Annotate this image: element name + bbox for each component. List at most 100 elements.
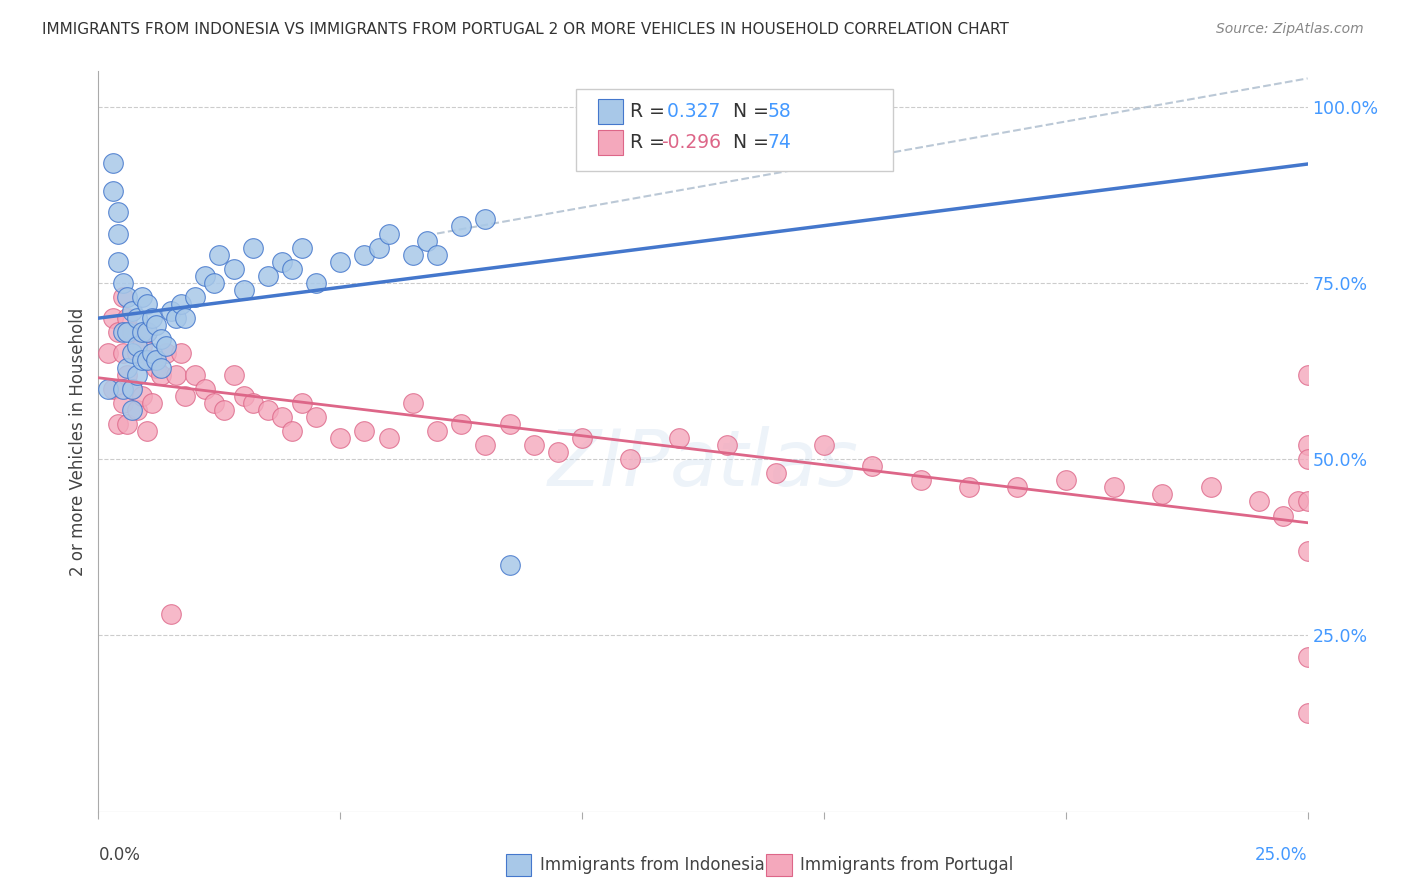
Point: [131, 325, 153, 339]
Point: [222, 368, 245, 382]
Point: [281, 261, 304, 276]
Text: Source: ZipAtlas.com: Source: ZipAtlas.com: [1216, 22, 1364, 37]
Point: [290, 241, 312, 255]
Point: [619, 452, 641, 467]
Point: [150, 332, 173, 346]
Point: [135, 353, 157, 368]
Point: [242, 241, 264, 255]
Point: [547, 445, 569, 459]
Text: R =: R =: [630, 102, 671, 121]
Point: [107, 205, 129, 219]
Point: [145, 360, 167, 375]
Point: [1286, 494, 1309, 508]
Point: [1296, 438, 1319, 452]
Text: Immigrants from Portugal: Immigrants from Portugal: [800, 856, 1014, 874]
Point: [155, 339, 177, 353]
Point: [426, 424, 449, 438]
Point: [117, 325, 139, 339]
Point: [1272, 508, 1295, 523]
Y-axis label: 2 or more Vehicles in Household: 2 or more Vehicles in Household: [69, 308, 87, 575]
Point: [169, 297, 191, 311]
Point: [160, 607, 183, 622]
Point: [204, 396, 226, 410]
Point: [101, 156, 124, 170]
Point: [141, 346, 163, 360]
Point: [184, 368, 207, 382]
Point: [368, 241, 391, 255]
Point: [131, 389, 153, 403]
Point: [910, 473, 932, 487]
Point: [117, 360, 139, 375]
Point: [131, 353, 153, 368]
Point: [765, 467, 787, 481]
Point: [127, 346, 149, 360]
Point: [271, 254, 294, 268]
Point: [256, 268, 278, 283]
Point: [450, 417, 472, 431]
Point: [117, 290, 139, 304]
Point: [194, 382, 217, 396]
Point: [208, 248, 231, 262]
Point: [204, 276, 226, 290]
Point: [271, 409, 294, 424]
Point: [1296, 368, 1319, 382]
Point: [107, 227, 129, 241]
Text: N =: N =: [721, 102, 775, 121]
Point: [107, 254, 129, 268]
Point: [169, 346, 191, 360]
Point: [97, 346, 120, 360]
Point: [1296, 649, 1319, 664]
Point: [101, 311, 124, 326]
Point: [1296, 706, 1319, 720]
Point: [121, 402, 143, 417]
Point: [97, 382, 120, 396]
Point: [498, 417, 520, 431]
Point: [101, 184, 124, 198]
Point: [232, 283, 254, 297]
Point: [117, 368, 139, 382]
Point: [1199, 480, 1222, 494]
Point: [716, 438, 738, 452]
Text: 58: 58: [768, 102, 792, 121]
Point: [127, 311, 149, 326]
Point: [165, 368, 187, 382]
Point: [111, 346, 134, 360]
Point: [121, 346, 143, 360]
Point: [377, 431, 399, 445]
Point: [111, 325, 134, 339]
Point: [353, 248, 375, 262]
Point: [222, 261, 245, 276]
Point: [165, 311, 187, 326]
Text: 0.327: 0.327: [661, 102, 720, 121]
Point: [127, 368, 149, 382]
Point: [242, 396, 264, 410]
Point: [416, 234, 439, 248]
Point: [957, 480, 980, 494]
Point: [281, 424, 304, 438]
Point: [121, 325, 143, 339]
Point: [571, 431, 593, 445]
Point: [232, 389, 254, 403]
Point: [160, 304, 183, 318]
Point: [121, 304, 143, 318]
Point: [194, 268, 217, 283]
Point: [150, 368, 173, 382]
Text: R =: R =: [630, 133, 671, 153]
Text: IMMIGRANTS FROM INDONESIA VS IMMIGRANTS FROM PORTUGAL 2 OR MORE VEHICLES IN HOUS: IMMIGRANTS FROM INDONESIA VS IMMIGRANTS …: [42, 22, 1010, 37]
Point: [184, 290, 207, 304]
Point: [111, 276, 134, 290]
Point: [1249, 494, 1271, 508]
Point: [131, 290, 153, 304]
Point: [174, 311, 197, 326]
Point: [127, 339, 149, 353]
Point: [1296, 494, 1319, 508]
Point: [135, 297, 157, 311]
Point: [329, 431, 352, 445]
Point: [450, 219, 472, 234]
Point: [353, 424, 375, 438]
Point: [101, 382, 124, 396]
Point: [141, 311, 163, 326]
Point: [256, 402, 278, 417]
Point: [141, 396, 163, 410]
Point: [117, 417, 139, 431]
